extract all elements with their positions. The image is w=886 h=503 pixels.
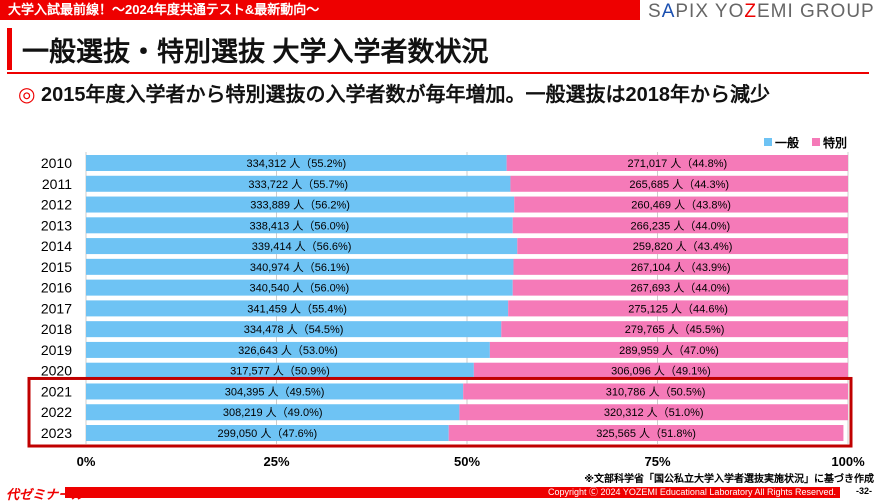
data-label: 289,959 人（47.0%) <box>619 344 719 357</box>
bar-special <box>448 425 844 442</box>
data-label: 317,577 人（50.9%) <box>230 365 330 378</box>
bar-general <box>86 425 449 442</box>
bar-special <box>517 238 848 255</box>
data-label: 275,125 人（44.6%) <box>628 302 728 315</box>
title-accent <box>7 28 12 70</box>
data-label: 338,413 人（56.0%) <box>250 219 350 232</box>
data-label: 299,050 人（47.6%) <box>218 427 318 440</box>
legend-swatch <box>764 138 772 146</box>
data-label: 326,643 人（53.0%) <box>238 344 338 357</box>
bar-general <box>86 341 490 358</box>
bar-general <box>86 196 515 213</box>
y-tick-label: 2013 <box>41 217 72 233</box>
data-label: 334,312 人（55.2%) <box>246 157 346 170</box>
bar-special <box>459 404 848 421</box>
y-tick-label: 2014 <box>41 238 72 254</box>
bar-general <box>86 258 514 275</box>
y-tick-label: 2023 <box>41 425 72 441</box>
data-label: 304,395 人（49.5%) <box>225 385 325 398</box>
data-label: 259,820 人（43.4%) <box>633 240 733 253</box>
legend-swatch <box>812 138 820 146</box>
data-label: 308,219 人（49.0%) <box>223 406 323 419</box>
page-title: 一般選抜・特別選抜 大学入学者数状況 <box>22 37 489 67</box>
data-label: 339,414 人（56.6%) <box>252 240 352 253</box>
x-tick-label: 25% <box>263 454 289 469</box>
data-label: 306,096 人（49.1%) <box>611 365 711 378</box>
y-tick-label: 2011 <box>42 176 72 192</box>
bar-general <box>86 279 513 296</box>
y-tick-label: 2015 <box>41 259 72 275</box>
x-tick-label: 0% <box>77 454 96 469</box>
y-tick-label: 2010 <box>41 155 72 171</box>
bar-special <box>463 383 848 400</box>
bar-special <box>489 341 848 358</box>
bar-general <box>86 321 502 338</box>
data-label: 271,017 人（44.8%) <box>627 157 727 170</box>
page-number: -32- <box>856 486 873 496</box>
legend-label: 一般 <box>775 135 799 150</box>
subtitle: ◎ 2015年度入学者から特別選抜の入学者数が毎年増加。一般選抜は2018年から… <box>18 84 770 106</box>
bar-special <box>512 279 848 296</box>
x-tick-label: 75% <box>644 454 670 469</box>
data-label: 341,459 人（55.4%) <box>247 302 347 315</box>
legend-label: 特別 <box>823 135 847 150</box>
data-label: 310,786 人（50.5%) <box>606 385 706 398</box>
y-tick-label: 2012 <box>41 197 72 213</box>
data-label: 334,478 人（54.5%) <box>244 323 344 336</box>
data-label: 265,685 人（44.3%) <box>629 178 729 191</box>
data-label: 333,722 人（55.7%) <box>248 178 348 191</box>
x-tick-label: 50% <box>454 454 480 469</box>
bar-general <box>86 362 474 379</box>
data-label: 333,889 人（56.2%) <box>250 199 350 212</box>
bar-general <box>86 300 509 317</box>
data-label: 279,765 人（45.5%) <box>625 323 725 336</box>
y-tick-label: 2017 <box>41 300 72 316</box>
data-label: 260,469 人（43.8%) <box>631 199 731 212</box>
data-label: 266,235 人（44.0%) <box>631 219 731 232</box>
y-tick-label: 2018 <box>41 321 72 337</box>
y-tick-label: 2019 <box>41 342 72 358</box>
data-label: 340,540 人（56.0%) <box>250 282 350 295</box>
divider <box>7 72 869 74</box>
bar-special <box>510 175 848 192</box>
bar-general <box>86 155 507 171</box>
bar-general <box>86 175 511 192</box>
bar-special <box>501 321 848 338</box>
bar-special <box>513 258 848 275</box>
data-label: 320,312 人（51.0%) <box>604 406 704 419</box>
data-label: 340,974 人（56.1%) <box>250 261 350 274</box>
y-tick-label: 2022 <box>41 404 72 420</box>
banner: 大学入試最前線！～2024年度共通テスト&最新動向～ <box>0 0 640 20</box>
bar-general <box>86 383 464 400</box>
bar-general <box>86 217 513 234</box>
bar-special <box>506 155 848 171</box>
bar-special <box>473 362 848 379</box>
x-tick-label: 100% <box>831 454 865 469</box>
bar-special <box>508 300 848 317</box>
brand-logo: SAPIX YOZEMI GROUP <box>648 1 875 22</box>
bar-special <box>512 217 848 234</box>
bar-general <box>86 404 460 421</box>
copyright: Copyright Ⓒ 2024 YOZEMI Educational Labo… <box>65 487 840 498</box>
data-label: 325,565 人（51.8%) <box>596 427 696 440</box>
y-tick-label: 2020 <box>41 363 72 379</box>
y-tick-label: 2016 <box>41 280 72 296</box>
source-note: ※文部科学省「国公私立大学入学者選抜実施状況」に基づき作成 <box>584 474 874 485</box>
bar-general <box>86 238 518 255</box>
data-label: 267,104 人（43.9%) <box>631 261 731 274</box>
data-label: 267,693 人（44.0%) <box>631 282 731 295</box>
highlight-box <box>27 376 853 448</box>
bar-special <box>514 196 848 213</box>
y-tick-label: 2021 <box>41 383 72 399</box>
